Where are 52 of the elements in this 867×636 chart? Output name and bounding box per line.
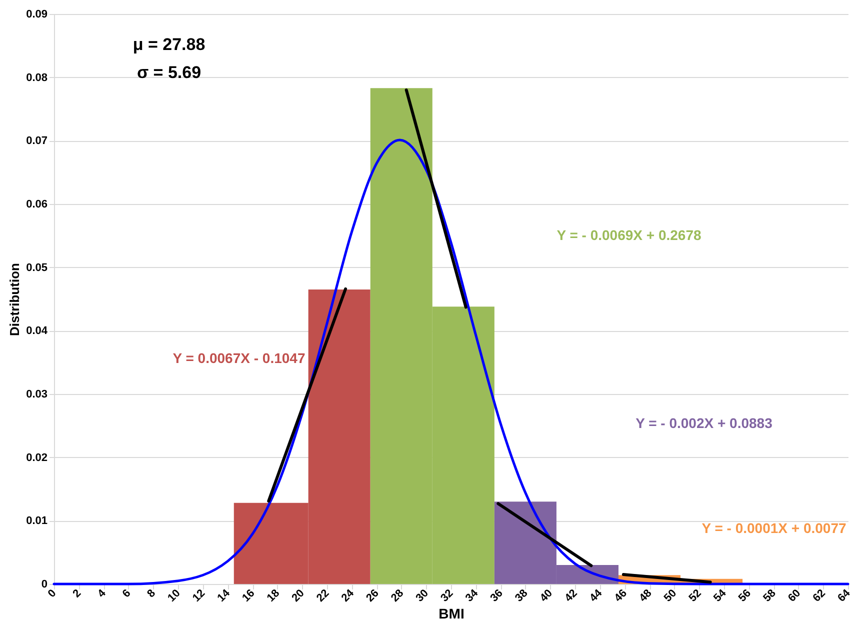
annotation: Y = - 0.0069X + 0.2678 — [556, 227, 702, 243]
x-tick-label: 36 — [488, 587, 506, 604]
x-tick-label: 22 — [314, 587, 332, 604]
x-tick-label: 16 — [240, 587, 258, 604]
x-tick-label: 10 — [166, 587, 183, 604]
y-tick-label: 0.07 — [26, 135, 48, 148]
x-tick-label: 2 — [70, 587, 84, 600]
x-tick-label: 28 — [388, 587, 406, 604]
x-tick-label: 30 — [414, 587, 431, 604]
x-tick-label: 6 — [120, 587, 134, 600]
annotation: Y = - 0.0001X + 0.0077 — [702, 520, 846, 536]
y-axis-title: Distribution — [7, 262, 22, 336]
x-tick-label: 8 — [145, 587, 158, 600]
x-tick-label: 50 — [662, 587, 680, 604]
y-tick-label: 0.08 — [26, 72, 48, 84]
x-tick-label: 64 — [836, 586, 854, 604]
x-tick-label: 52 — [686, 587, 704, 604]
y-tick-label: 0.02 — [26, 452, 48, 464]
y-tick-label: 0.04 — [26, 325, 48, 338]
x-tick-label: 24 — [339, 586, 358, 604]
x-tick-label: 20 — [290, 587, 307, 604]
y-tick-label: 0.06 — [26, 198, 48, 210]
x-tick-label: 32 — [438, 587, 456, 604]
x-tick-label: 26 — [364, 587, 382, 604]
x-tick-label: 40 — [538, 587, 555, 604]
x-tick-label: 60 — [786, 587, 804, 604]
x-tick-label: 54 — [712, 586, 730, 604]
x-tick-label: 48 — [637, 587, 654, 604]
x-tick-label: 44 — [587, 586, 606, 604]
x-tick-label: 14 — [215, 586, 234, 604]
x-tick-label: 34 — [463, 586, 482, 604]
y-tick-label: 0.01 — [26, 515, 48, 528]
x-tick-label: 42 — [562, 587, 580, 604]
y-tick-label: 0.03 — [26, 388, 48, 400]
x-axis-title: BMI — [438, 606, 464, 622]
x-tick-label: 58 — [761, 587, 778, 604]
x-tick-label: 38 — [513, 587, 530, 604]
y-tick-label: 0.09 — [26, 8, 48, 20]
x-tick-label: 18 — [264, 587, 282, 604]
line-series — [52, 138, 850, 586]
x-tick-label: 62 — [810, 587, 828, 604]
y-tick-label: 0 — [41, 578, 48, 590]
annotation: σ = 5.69 — [136, 63, 202, 82]
x-tick-label: 12 — [190, 587, 208, 604]
x-tick-label: 46 — [612, 587, 630, 604]
annotation: Y = 0.0067X - 0.1047 — [172, 350, 306, 366]
annotation: Y = - 0.002X + 0.0883 — [636, 415, 773, 431]
x-tick-label: 4 — [96, 586, 109, 600]
annotation: μ = 27.88 — [132, 35, 206, 54]
x-tick-label: 0 — [46, 587, 59, 600]
x-tick-label: 56 — [736, 587, 754, 604]
y-tick-label: 0.05 — [26, 262, 48, 274]
